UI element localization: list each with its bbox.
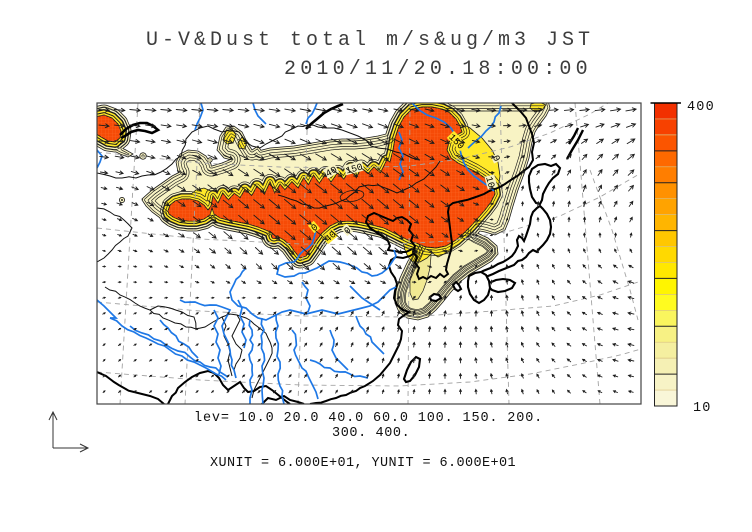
svg-text:0: 0 — [490, 154, 503, 164]
svg-text:0: 0 — [309, 222, 321, 234]
svg-text:U-V&Dust total m/s&ug/m3 JST: U-V&Dust total m/s&ug/m3 JST — [146, 29, 594, 52]
svg-text:300. 400.: 300. 400. — [332, 426, 410, 441]
svg-text:2010/11/20.18:00:00: 2010/11/20.18:00:00 — [284, 58, 592, 81]
svg-text:XUNIT = 6.000E+01, YUNIT = 6.0: XUNIT = 6.000E+01, YUNIT = 6.000E+01 — [210, 456, 516, 471]
svg-text:150: 150 — [345, 161, 365, 176]
svg-text:40: 40 — [324, 164, 340, 179]
svg-text:400: 400 — [687, 100, 715, 115]
svg-text:0: 0 — [342, 225, 354, 237]
svg-text:lev= 10.0 20.0 40.0 60.0 100.: lev= 10.0 20.0 40.0 60.0 100. 150. 200. — [194, 411, 543, 426]
svg-text:10: 10 — [483, 175, 497, 189]
svg-text:10: 10 — [693, 401, 712, 416]
